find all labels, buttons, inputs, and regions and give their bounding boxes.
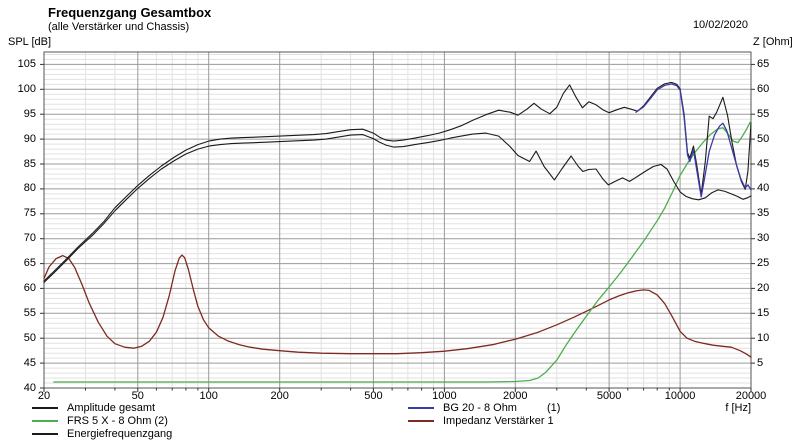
freq-tick-label: 5000 <box>596 390 622 402</box>
z-tick-label: 40 <box>757 182 770 195</box>
z-tick-label: 10 <box>757 331 770 344</box>
freq-tick-label: 200 <box>270 390 289 402</box>
legend-item-energiefrequenzgang: Energiefrequenzgang <box>32 428 172 440</box>
freq-tick-label: 500 <box>364 390 383 402</box>
z-axis-label: Z [Ohm] <box>753 36 793 48</box>
z-tick-label: 55 <box>757 107 770 120</box>
spl-tick-label: 75 <box>23 207 36 220</box>
z-tick-label: 15 <box>757 306 770 319</box>
legend-swatch-impedanz <box>408 420 434 422</box>
legend-label: Energiefrequenzgang <box>67 428 173 440</box>
spl-tick-label: 80 <box>23 182 36 195</box>
z-tick-label: 50 <box>757 132 770 145</box>
z-tick-label: 25 <box>757 257 770 270</box>
spl-tick-label: 70 <box>23 232 36 245</box>
legend-item-frs5x: FRS 5 X - 8 Ohm (2) <box>32 415 168 427</box>
page-title: Frequenzgang Gesamtbox <box>48 5 212 20</box>
spl-tick-label: 100 <box>17 82 36 95</box>
legend-label-suffix: (1) <box>546 402 561 414</box>
spl-tick-label: 65 <box>23 257 36 270</box>
legend-label: BG 20 - 8 Ohm <box>443 402 517 414</box>
z-tick-label: 5 <box>757 356 764 369</box>
spl-tick-label: 90 <box>23 132 36 145</box>
freq-tick-label: 20000 <box>735 390 767 402</box>
spl-tick-label: 95 <box>23 107 36 120</box>
freq-tick-label: 100 <box>199 390 218 402</box>
legend-swatch-amplitude <box>32 407 58 409</box>
spl-tick-label: 45 <box>23 356 36 369</box>
z-tick-label: 65 <box>757 57 770 70</box>
legend-swatch-energie <box>32 433 58 435</box>
freq-tick-label: 2000 <box>503 390 528 402</box>
page-subtitle: (alle Verstärker und Chassis) <box>48 21 190 33</box>
legend-item-impedanz: Impedanz Verstärker 1 <box>408 415 554 427</box>
legend-label: Impedanz Verstärker 1 <box>443 415 554 427</box>
spl-tick-label: 60 <box>23 281 36 294</box>
spl-tick-label: 85 <box>23 157 36 170</box>
z-tick-label: 45 <box>757 157 770 170</box>
freq-tick-label: 20 <box>37 390 51 402</box>
freq-axis-label: f [Hz] <box>725 402 751 414</box>
legend-label: FRS 5 X - 8 Ohm (2) <box>67 415 168 427</box>
spl-tick-label: 40 <box>23 381 36 394</box>
spl-tick-label: 55 <box>23 306 36 319</box>
z-tick-label: 35 <box>757 207 770 220</box>
z-tick-label: 20 <box>757 281 770 294</box>
freq-tick-label: 1000 <box>432 390 457 402</box>
z-tick-label: 30 <box>757 232 770 245</box>
legend-label: Amplitude gesamt <box>67 402 156 414</box>
spl-tick-label: 50 <box>23 331 36 344</box>
legend-item-bg20: BG 20 - 8 Ohm (1) <box>408 402 560 414</box>
spl-axis-label: SPL [dB] <box>8 36 52 48</box>
legend-swatch-frs5x <box>32 420 58 422</box>
z-tick-label: 60 <box>757 82 770 95</box>
spl-tick-label: 105 <box>17 57 36 70</box>
legend-item-amplitude-gesamt: Amplitude gesamt <box>32 402 155 414</box>
date-label: 10/02/2020 <box>692 19 748 31</box>
freq-tick-label: 10000 <box>664 390 696 402</box>
freq-tick-label: 50 <box>131 390 144 402</box>
legend-swatch-bg20 <box>408 407 434 409</box>
